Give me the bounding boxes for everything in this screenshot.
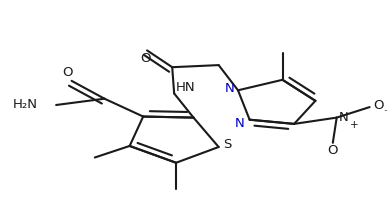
Text: O: O — [62, 66, 73, 79]
Text: N: N — [225, 82, 235, 95]
Text: N: N — [235, 117, 245, 130]
Text: H₂N: H₂N — [13, 98, 38, 112]
Text: N: N — [339, 111, 348, 124]
Text: +: + — [350, 120, 358, 130]
Text: S: S — [223, 139, 232, 151]
Text: O: O — [373, 99, 384, 112]
Text: O: O — [327, 144, 338, 157]
Text: HN: HN — [176, 81, 196, 94]
Text: ⁻: ⁻ — [384, 108, 387, 121]
Text: O: O — [140, 52, 150, 65]
